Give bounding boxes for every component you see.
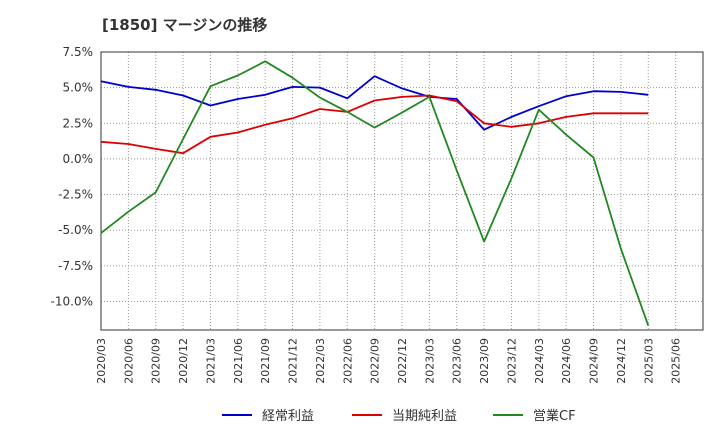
x-tick-label: 2020/03 (95, 338, 108, 384)
y-tick-label: -2.5% (58, 188, 93, 202)
x-tick-label: 2024/09 (588, 338, 601, 384)
y-tick-label: -7.5% (58, 259, 93, 273)
x-tick-label: 2025/06 (670, 338, 683, 384)
legend-label: 営業CF (533, 408, 576, 424)
y-tick-label: 0.0% (63, 152, 94, 166)
x-tick-label: 2021/12 (287, 338, 300, 384)
chart-title: [1850] マージンの推移 (102, 16, 268, 34)
series-line-1 (100, 75, 649, 131)
x-tick-label: 2020/12 (177, 338, 190, 384)
y-tick-label: -5.0% (58, 223, 93, 237)
x-tick-label: 2021/09 (259, 338, 272, 384)
y-tick-label: 5.0% (63, 81, 94, 95)
x-tick-label: 2022/09 (369, 338, 382, 384)
x-tick-label: 2020/06 (122, 338, 135, 384)
x-tick-label: 2025/03 (642, 338, 655, 384)
series-line-2 (100, 94, 649, 155)
x-tick-label: 2024/06 (560, 338, 573, 384)
x-tick-label: 2021/06 (232, 338, 245, 384)
x-tick-label: 2024/12 (615, 338, 628, 384)
x-tick-label: 2022/12 (396, 338, 409, 384)
x-tick-label: 2023/06 (451, 338, 464, 384)
x-tick-label: 2023/12 (505, 338, 518, 384)
x-tick-label: 2022/03 (314, 338, 327, 384)
x-tick-label: 2022/06 (341, 338, 354, 384)
x-tick-label: 2024/03 (533, 338, 546, 384)
y-tick-label: 2.5% (63, 116, 94, 130)
legend-label: 当期純利益 (392, 409, 457, 424)
legend-label: 経常利益 (262, 409, 314, 424)
plot-frame (100, 51, 704, 331)
y-tick-label: -10.0% (51, 294, 93, 308)
x-tick-label: 2020/09 (150, 338, 163, 384)
x-tick-label: 2023/09 (478, 338, 491, 384)
x-tick-label: 2021/03 (204, 338, 217, 384)
y-tick-label: 7.5% (63, 45, 94, 59)
x-tick-label: 2023/03 (423, 338, 436, 384)
series-line-3 (100, 60, 650, 327)
